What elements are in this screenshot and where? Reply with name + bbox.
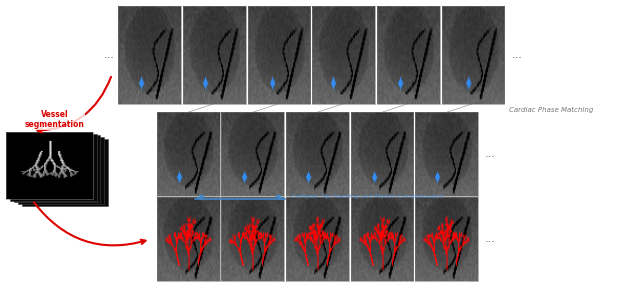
Text: ...: ... <box>104 50 114 60</box>
Bar <box>22 139 108 206</box>
Text: Cardiac Phase Matching: Cardiac Phase Matching <box>509 106 594 113</box>
Bar <box>10 134 97 201</box>
Bar <box>118 6 181 104</box>
Text: Vessel
segmentation: Vessel segmentation <box>24 110 84 129</box>
Bar <box>415 112 478 196</box>
Bar <box>442 6 504 104</box>
Bar <box>183 6 246 104</box>
Text: ...: ... <box>485 234 496 244</box>
Bar <box>157 112 220 196</box>
Bar <box>157 197 220 281</box>
Bar <box>351 112 413 196</box>
Bar <box>286 112 349 196</box>
Bar <box>286 197 349 281</box>
Bar <box>312 6 375 104</box>
Bar <box>221 197 284 281</box>
Bar <box>415 197 478 281</box>
Text: ...: ... <box>485 149 496 159</box>
Bar <box>6 132 93 199</box>
Bar <box>14 135 100 202</box>
Text: ...: ... <box>511 50 522 60</box>
Bar <box>221 112 284 196</box>
Bar <box>248 6 310 104</box>
Bar <box>377 6 440 104</box>
Text: Catheter Tip Tracking and Motion Compensation: Catheter Tip Tracking and Motion Compens… <box>291 194 444 199</box>
Bar <box>18 137 104 204</box>
Bar <box>351 197 413 281</box>
